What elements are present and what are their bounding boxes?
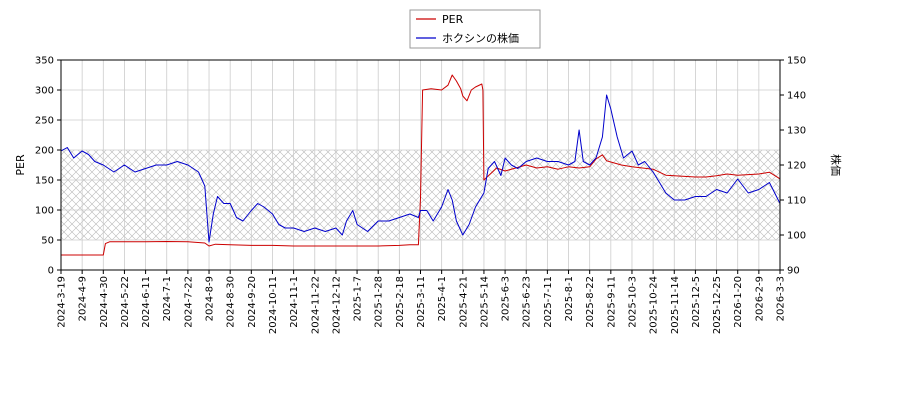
y-left-tick-label: 0 — [48, 266, 54, 277]
x-tick-label: 2025-9-11 — [606, 276, 617, 328]
x-tick-label: 2025-6-23 — [522, 276, 533, 328]
x-tick-label: 2024-9-20 — [247, 276, 258, 328]
y-left-axis-label: PER — [14, 154, 27, 176]
x-axis-ticks: 2024-3-19 2024-4-9 2024-4-30 2024-5-22 2024-… — [57, 270, 787, 334]
y-right-tick-label: 120 — [787, 161, 806, 172]
x-tick-label: 2024-11-22 — [310, 276, 321, 334]
x-tick-label: 2025-4-1 — [437, 276, 448, 321]
y-right-tick-label: 90 — [787, 266, 800, 277]
y-right-tick-label: 100 — [787, 231, 806, 242]
y-left-tick-label: 250 — [35, 116, 54, 127]
x-tick-label: 2025-10-3 — [627, 276, 638, 328]
y-right-axis-label: 株価 — [829, 154, 843, 176]
x-tick-label: 2025-8-1 — [564, 276, 575, 321]
x-tick-label: 2025-10-24 — [649, 276, 660, 334]
x-tick-label: 2025-5-14 — [479, 276, 490, 328]
x-tick-label: 2024-10-11 — [268, 276, 279, 334]
x-tick-label: 2024-5-22 — [120, 276, 131, 328]
y-left-tick-label: 300 — [35, 86, 54, 97]
x-tick-label: 2025-1-28 — [374, 276, 385, 328]
x-tick-label: 2024-4-30 — [99, 276, 110, 328]
y-right-axis-ticks: 90 100 110 120 130 140 150 — [780, 56, 806, 277]
y-right-tick-label: 130 — [787, 126, 806, 137]
x-tick-label: 2024-4-9 — [78, 276, 89, 321]
y-left-tick-label: 150 — [35, 176, 54, 187]
y-left-tick-label: 50 — [41, 236, 54, 247]
legend: PER ホクシンの株価 — [409, 9, 541, 49]
x-tick-label: 2024-7-22 — [183, 276, 194, 328]
x-tick-label: 2025-7-11 — [543, 276, 554, 328]
y-left-tick-label: 350 — [35, 56, 54, 67]
x-tick-label: 2024-7-1 — [162, 276, 173, 321]
x-tick-label: 2025-6-3 — [501, 276, 512, 321]
x-tick-label: 2026-3-3 — [776, 276, 787, 321]
x-tick-label: 2024-6-11 — [141, 276, 152, 328]
series-line-per — [61, 74, 780, 256]
x-tick-label: 2025-3-11 — [416, 276, 427, 328]
x-tick-label: 2025-2-18 — [395, 276, 406, 328]
legend-label-stock-price: ホクシンの株価 — [442, 31, 519, 45]
x-tick-label: 2024-8-30 — [226, 276, 237, 328]
series-layer — [61, 74, 780, 256]
series-line-stock-price — [61, 94, 780, 243]
x-tick-label: 2025-11-14 — [670, 276, 681, 334]
x-tick-label: 2024-11-1 — [289, 276, 300, 328]
y-right-tick-label: 110 — [787, 196, 806, 207]
x-tick-label: 2025-1-7 — [353, 276, 364, 321]
x-tick-label: 2025-8-22 — [585, 276, 596, 328]
x-tick-label: 2024-3-19 — [57, 276, 68, 328]
legend-box — [409, 9, 541, 49]
x-tick-label: 2025-4-21 — [458, 276, 469, 328]
x-tick-label: 2026-2-9 — [754, 276, 765, 321]
x-tick-label: 2025-12-25 — [712, 276, 723, 334]
y-right-tick-label: 150 — [787, 56, 806, 67]
y-left-axis-ticks: 0 50 100 150 200 250 300 350 — [35, 56, 61, 277]
y-right-tick-label: 140 — [787, 91, 806, 102]
y-left-tick-label: 200 — [35, 146, 54, 157]
x-tick-label: 2025-12-5 — [691, 276, 702, 328]
x-tick-label: 2024-12-12 — [331, 276, 342, 334]
x-tick-label: 2026-1-20 — [733, 276, 744, 328]
x-tick-label: 2024-8-9 — [205, 276, 216, 321]
y-left-tick-label: 100 — [35, 206, 54, 217]
legend-label-per: PER — [442, 13, 464, 26]
